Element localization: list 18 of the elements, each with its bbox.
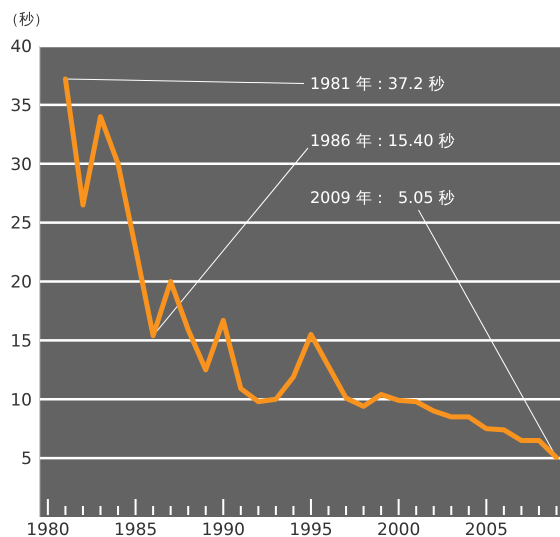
y-tick-label: 30	[10, 154, 32, 175]
y-tick-label: 20	[10, 272, 32, 292]
y-tick-label: 40	[10, 37, 32, 57]
x-tick-label: 1980	[26, 520, 70, 537]
x-tick-label: 2000	[377, 520, 420, 537]
y-tick-label: 35	[10, 96, 32, 116]
y-axis-title: （秒）	[4, 10, 49, 28]
annotation: 2009 年： 5.05 秒	[310, 188, 455, 207]
x-tick-label: 1995	[289, 520, 333, 537]
annotation: 1981 年：37.2 秒	[310, 74, 445, 93]
x-tick-label: 1985	[114, 520, 158, 537]
x-tick-label: 1990	[202, 520, 245, 537]
y-tick-label: 15	[10, 331, 32, 352]
x-tick-label: 2005	[464, 520, 508, 537]
y-tick-label: 25	[10, 214, 32, 234]
y-tick-label: 5	[21, 449, 32, 470]
y-tick-label: 10	[10, 390, 32, 410]
annotation: 1986 年：15.40 秒	[310, 131, 455, 150]
